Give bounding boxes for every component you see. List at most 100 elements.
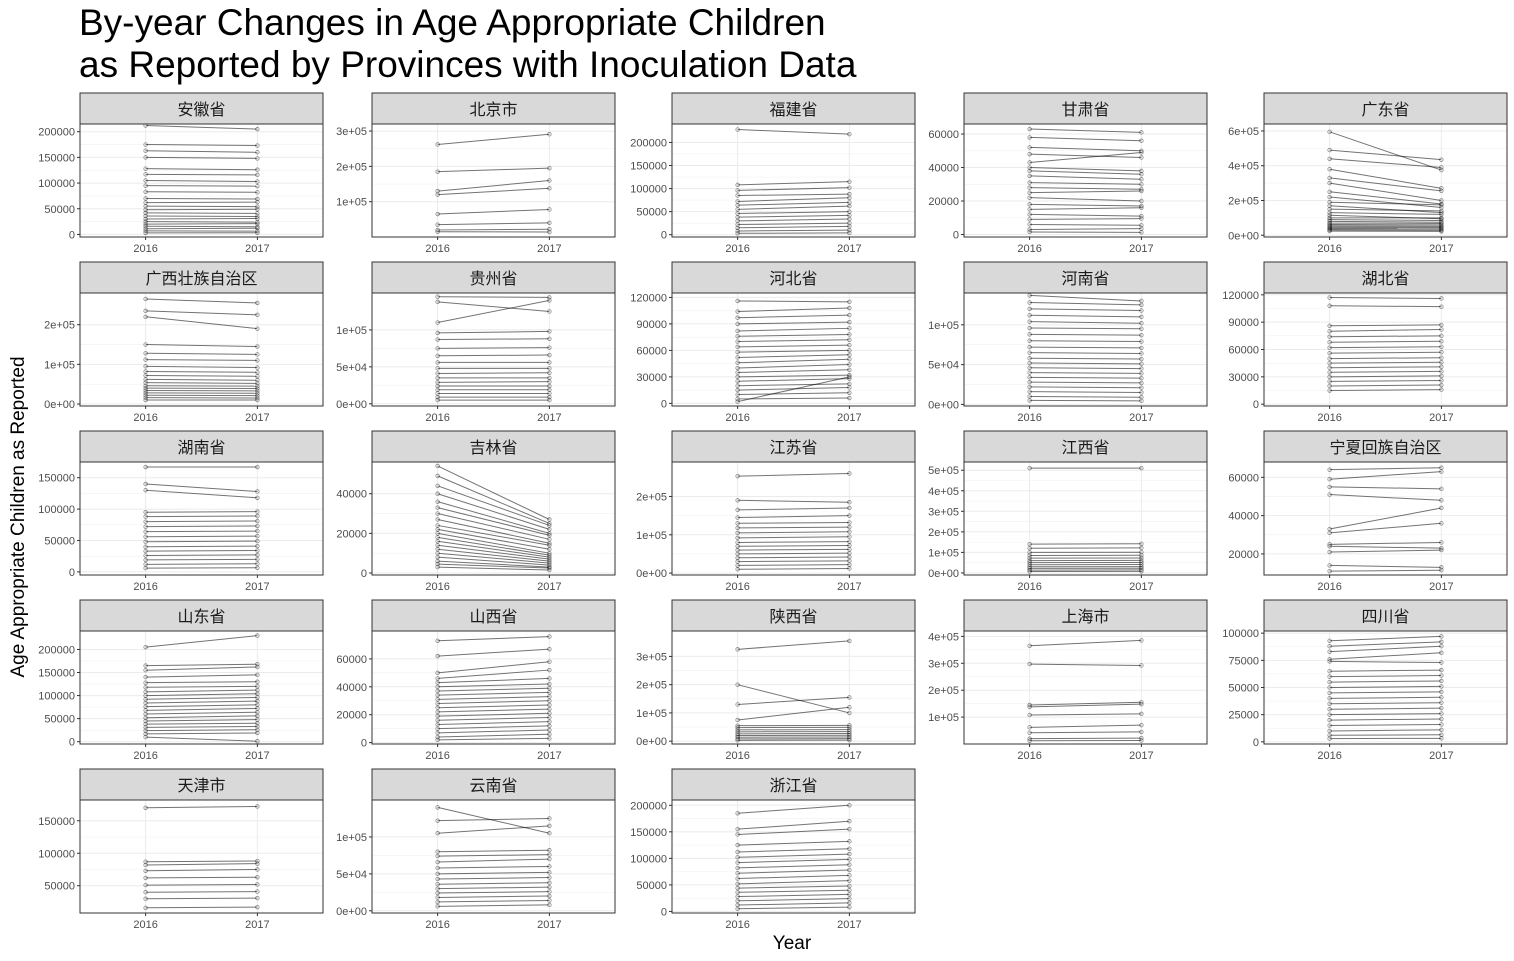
x-tick-label: 2017	[537, 750, 561, 762]
series-line	[737, 187, 850, 191]
y-tick-label: 120000	[1222, 290, 1259, 302]
data-point	[1027, 546, 1032, 551]
data-point	[1139, 172, 1144, 177]
panel-strip	[371, 430, 616, 463]
series-line	[145, 150, 258, 153]
panel-strip	[671, 92, 916, 125]
series-line	[1329, 564, 1442, 568]
series-line	[737, 321, 850, 325]
data-point	[1439, 350, 1444, 355]
data-point	[255, 226, 260, 231]
data-point	[255, 381, 260, 386]
data-point	[735, 855, 740, 860]
series-line	[1029, 207, 1142, 210]
data-point	[847, 904, 852, 910]
data-point	[735, 188, 740, 193]
data-point	[1327, 563, 1332, 568]
series-line	[737, 864, 850, 869]
series-line	[1029, 314, 1142, 318]
series-line	[1029, 146, 1142, 152]
data-point	[1439, 201, 1444, 207]
series-line	[1329, 205, 1442, 214]
y-tick-label: 50000	[44, 535, 75, 547]
series-line	[1029, 346, 1142, 349]
data-point	[1327, 356, 1332, 361]
data-point	[847, 723, 852, 728]
data-point	[847, 342, 852, 348]
y-tick-label: 50000	[44, 881, 75, 893]
y-tick-label: 1e+05	[44, 359, 75, 371]
data-point	[1327, 228, 1332, 234]
series-line	[1329, 467, 1442, 471]
series-line	[1029, 333, 1142, 336]
series-line	[145, 674, 258, 678]
data-point	[255, 214, 260, 219]
data-point	[547, 567, 552, 573]
data-point	[1327, 180, 1332, 186]
data-point	[847, 839, 852, 844]
data-point	[143, 148, 148, 153]
x-tick-label: 2017	[245, 750, 269, 762]
data-point	[1139, 700, 1144, 705]
data-point	[143, 219, 148, 224]
data-point	[435, 330, 440, 336]
data-point	[1027, 730, 1032, 735]
data-point	[847, 191, 852, 197]
panel-strip	[79, 261, 324, 294]
series-line	[1029, 703, 1142, 708]
series-line	[437, 636, 550, 642]
series-line	[145, 374, 258, 377]
data-point	[547, 893, 552, 899]
data-point	[847, 227, 852, 233]
series-line	[1329, 384, 1442, 387]
data-point	[1139, 326, 1144, 332]
series-line	[145, 185, 258, 187]
data-point	[1139, 385, 1144, 390]
data-point	[735, 902, 740, 908]
data-point	[1139, 345, 1144, 351]
series-line	[1329, 702, 1442, 705]
series-line	[737, 392, 850, 396]
data-point	[847, 729, 852, 734]
data-point	[735, 555, 740, 560]
panel-9: 河南省 0e+00 5e+04 1e+05 2016 2017	[928, 261, 1208, 424]
data-point	[547, 727, 552, 733]
data-point	[435, 394, 440, 400]
data-point	[847, 705, 852, 710]
panel-strip-label: 北京市	[469, 100, 517, 119]
data-point	[435, 899, 440, 905]
series-line	[145, 511, 258, 513]
series-line	[437, 563, 550, 569]
data-point	[1027, 550, 1032, 555]
data-point	[435, 831, 440, 836]
data-point	[847, 638, 852, 644]
series-line	[145, 310, 258, 316]
data-point	[547, 397, 552, 403]
series-line	[145, 689, 258, 693]
data-point	[847, 887, 852, 893]
data-point	[1327, 303, 1332, 308]
data-point	[255, 365, 260, 370]
data-point	[735, 344, 740, 350]
data-point	[255, 464, 260, 470]
data-point	[1439, 521, 1444, 526]
panel-strip-label: 广西壮族自治区	[145, 269, 257, 288]
data-point	[255, 300, 260, 306]
data-point	[435, 229, 440, 234]
series-line	[145, 359, 258, 361]
y-tick-label: 5e+04	[336, 869, 367, 881]
data-point	[1027, 389, 1032, 394]
data-point	[735, 231, 740, 236]
x-tick-label: 2016	[133, 412, 157, 424]
x-tick-label: 2016	[425, 412, 449, 424]
data-point	[255, 358, 260, 363]
data-point	[847, 857, 852, 862]
x-tick-label: 2016	[725, 919, 749, 931]
data-point	[1027, 319, 1032, 324]
data-point	[1027, 725, 1032, 730]
panel-border	[79, 461, 324, 576]
x-tick-label: 2017	[537, 412, 561, 424]
data-point	[1439, 221, 1444, 226]
data-point	[547, 848, 552, 853]
data-point	[735, 370, 740, 375]
